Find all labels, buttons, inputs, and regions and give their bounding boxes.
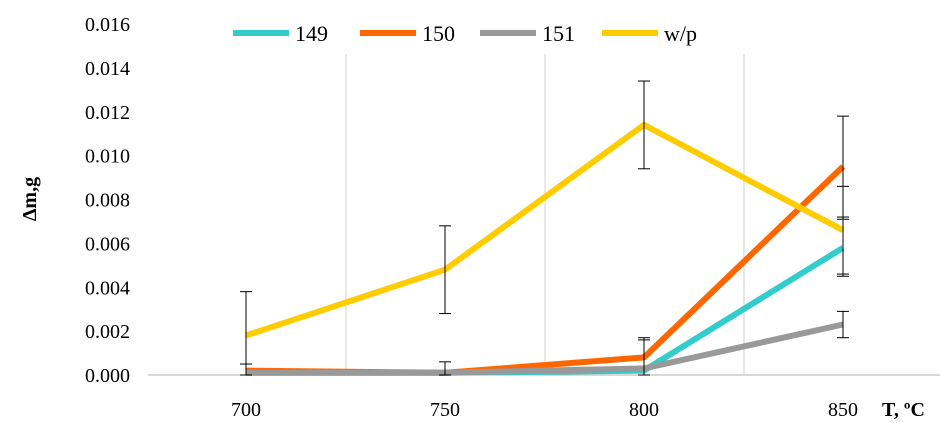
y-tick-label: 0.000 [85,365,130,387]
x-axis-title: T, ºC [882,399,925,421]
legend: 149 150 151 w/p [233,21,697,46]
y-axis-title: Δm,g [19,177,41,221]
x-tick-label: 750 [430,399,460,421]
legend-label: w/p [664,21,697,46]
series-line-wp [245,121,845,339]
legend-label: 149 [295,21,328,46]
y-tick-label: 0.004 [85,277,130,299]
error-bars [240,80,849,376]
y-tick-label: 0.008 [85,190,130,212]
x-tick-label: 850 [828,399,858,421]
legend-label: 150 [422,21,455,46]
x-tick-label: 800 [629,399,659,421]
y-tick-labels: 0.000 0.002 0.004 0.006 0.008 0.010 0.012 0.014… [85,14,130,387]
y-tick-label: 0.010 [85,146,130,168]
y-tick-label: 0.014 [85,58,130,80]
x-tick-labels: 700 750 800 850 [231,399,858,421]
series-line-151 [246,321,844,376]
x-tick-label: 700 [231,399,261,421]
y-tick-label: 0.006 [85,233,130,255]
y-tick-label: 0.016 [85,14,130,36]
legend-label: 151 [542,21,575,46]
y-tick-label: 0.012 [85,102,130,124]
y-tick-label: 0.002 [85,321,130,343]
series-lines [245,121,846,376]
